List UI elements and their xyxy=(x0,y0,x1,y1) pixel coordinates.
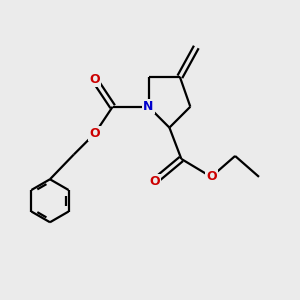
Text: O: O xyxy=(149,175,160,188)
Text: N: N xyxy=(143,100,154,113)
Text: O: O xyxy=(206,170,217,183)
Text: O: O xyxy=(89,127,100,140)
Text: O: O xyxy=(89,73,100,86)
